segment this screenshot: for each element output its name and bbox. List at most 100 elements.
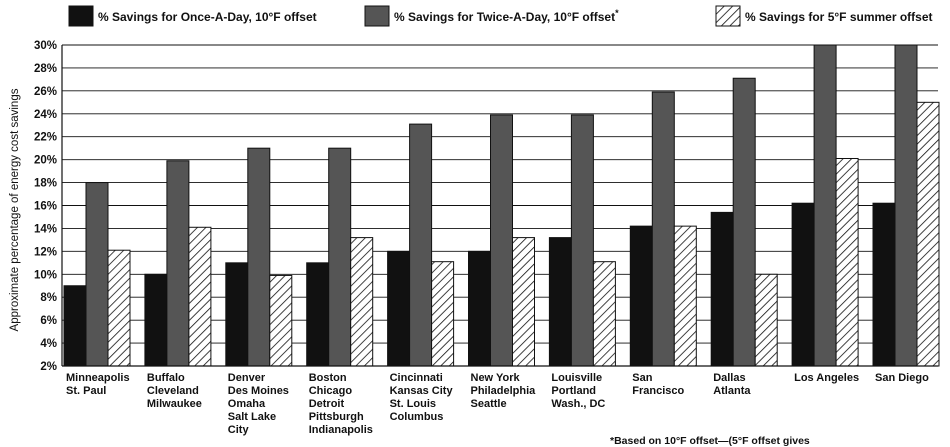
category-label-line: Detroit [309,398,345,410]
category-label-line: Salt Lake [228,411,276,423]
category-label: Dallas Atlanta [713,372,751,397]
bar-twice-a-day [328,147,352,367]
legend: % Savings for Once-A-Day, 10°F offset % … [68,5,933,27]
legend-footnote-marker: * [615,8,619,18]
category-label-line: Indianapolis [309,424,373,436]
bar-once-a-day [144,273,168,367]
category-label: Minneapolis St. Paul [66,372,130,397]
y-tick-label: 28% [34,63,57,75]
category-label-line: Columbus [390,411,444,423]
y-tick-label: 14% [34,223,57,235]
bar-once-a-day [468,250,491,367]
bar-once-a-day [306,262,330,367]
bar-summer-offset [431,261,455,367]
category-label: Denver Des Moines Omaha Salt Lake City [228,372,289,436]
y-tick-label: 26% [34,86,57,98]
category-label-line: St. Paul [66,385,106,397]
bar-once-a-day [791,202,815,367]
category-label-line: Portland [551,385,596,397]
category-label-line: Philadelphia [471,385,537,397]
bar-once-a-day [872,202,896,367]
category-label-line: Louisville [551,372,602,384]
bar-summer-offset [754,273,778,367]
bar-summer-offset [350,237,374,367]
bar-twice-a-day [247,147,271,367]
y-tick-label: 24% [34,109,57,121]
category-label-line: Boston [309,372,347,384]
category-label-line: Seattle [471,398,507,410]
bar-summer-offset [673,225,697,367]
y-tick-label: 16% [34,201,57,213]
legend-swatch-once [68,5,94,27]
y-tick-label: 10% [34,269,57,281]
legend-item-once: % Savings for Once-A-Day, 10°F offset [68,5,317,27]
bar-summer-offset [916,101,940,367]
category-label: Cincinnati Kansas City St. Louis Columbus [390,372,454,423]
category-label-line: Des Moines [228,385,289,397]
bar-once-a-day [225,262,249,367]
category-label-line: Cleveland [147,385,199,397]
category-label-line: City [228,424,250,436]
category-label: Louisville Portland Wash., DC [551,372,605,410]
category-label-line: Milwaukee [147,398,202,410]
bar-twice-a-day [490,114,513,367]
bar-twice-a-day [570,114,594,367]
legend-item-hatch: % Savings for 5°F summer offset [715,5,933,27]
bar-summer-offset [107,249,131,367]
bar-summer-offset [592,261,616,367]
bar-once-a-day [63,285,87,367]
bar-summer-offset [269,274,293,367]
y-tick-label: 4% [40,338,57,350]
bar-once-a-day [548,237,572,367]
category-label: San Diego [875,372,929,384]
bar-twice-a-day [813,44,837,367]
y-tick-label: 2% [40,361,57,373]
category-label: New York Philadelphia Seattle [471,372,537,410]
bar-twice-a-day [651,91,675,367]
y-tick-labels: 2% 4% 6% 8% 10% 12% 14% 16% 18% 20% 22% 24% 26% 28% 30… [34,40,57,373]
category-labels: Minneapolis St. Paul Buffalo Cleveland Milwa… [66,372,929,436]
bar-twice-a-day [409,123,433,367]
category-label-line: Omaha [228,398,266,410]
category-label: San Francisco [632,372,684,397]
legend-item-twice: % Savings for Twice-A-Day, 10°F offset* [364,5,619,27]
legend-swatch-twice [364,5,390,27]
category-label-line: San [632,372,652,384]
category-label-line: Kansas City [390,385,454,397]
category-label-line: Cincinnati [390,372,443,384]
y-tick-label: 12% [34,246,57,258]
legend-swatch-hatch [715,5,741,27]
bar-once-a-day [710,211,734,367]
y-tick-label: 18% [34,178,57,190]
category-label-line: New York [471,372,521,384]
category-label: Buffalo Cleveland Milwaukee [147,372,202,410]
bar-twice-a-day [894,44,918,367]
bar-twice-a-day [166,160,190,367]
category-label-line: Wash., DC [551,398,605,410]
legend-label-once: % Savings for Once-A-Day, 10°F offset [98,10,317,24]
bar-once-a-day [629,225,653,367]
category-label-line: Pittsburgh [309,411,364,423]
category-label-line: St. Louis [390,398,436,410]
category-label-line: Minneapolis [66,372,130,384]
y-tick-label: 6% [40,315,57,327]
bars [63,44,940,367]
bar-twice-a-day [85,182,109,367]
y-tick-label: 8% [40,292,57,304]
category-label-line: San Diego [875,372,929,384]
bar-summer-offset [512,237,535,367]
bar-once-a-day [387,250,411,367]
legend-label-twice: % Savings for Twice-A-Day, 10°F offset* [394,8,619,24]
legend-label-twice-text: % Savings for Twice-A-Day, 10°F offset [394,10,615,24]
category-label-line: Dallas [713,372,745,384]
footnote: *Based on 10°F offset—(5°F offset gives [610,435,810,447]
category-label-line: Buffalo [147,372,185,384]
y-tick-label: 20% [34,155,57,167]
y-tick-label: 30% [34,40,57,52]
category-label: Boston Chicago Detroit Pittsburgh Indianapol… [309,372,373,436]
category-label-line: Chicago [309,385,353,397]
category-label: Los Angeles [794,372,859,384]
category-label-line: Atlanta [713,385,751,397]
category-label-line: Denver [228,372,266,384]
